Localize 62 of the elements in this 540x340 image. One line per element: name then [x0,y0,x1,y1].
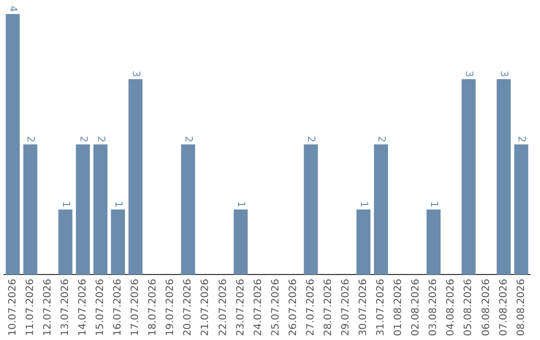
x-tick-label: 19.07.2026 [165,278,176,336]
x-tick-label: 07.08.2026 [498,278,510,336]
x-tick-label: 12.07.2026 [42,278,54,336]
x-tick-label: 14.07.2026 [77,278,88,336]
data-label: 3 [498,70,510,78]
bar [514,144,528,275]
x-tick-label: 24.07.2026 [252,278,264,336]
x-tick-label: 26.07.2026 [288,278,299,336]
x-tick-label: 20.07.2026 [182,278,194,336]
x-tick-label: 03.08.2026 [428,278,440,336]
x-tick-label: 06.08.2026 [480,278,492,336]
x-tick-label: 21.07.2026 [200,278,212,336]
bar [23,144,38,275]
bar [93,144,108,275]
bar [374,144,388,275]
x-tick-label: 22.07.2026 [218,278,229,336]
bar [496,79,511,275]
data-label: 2 [516,136,527,142]
data-label: 2 [182,136,194,142]
data-label: 3 [463,70,474,78]
bar [110,210,125,275]
data-label: 2 [77,136,88,142]
bar [304,144,318,275]
x-tick-label: 16.07.2026 [112,278,124,336]
data-label: 4 [7,6,18,12]
data-label: 1 [112,201,124,208]
x-tick-label: 25.07.2026 [270,278,282,336]
bar [58,210,72,275]
data-label: 2 [305,136,316,142]
x-tick-label: 11.07.2026 [24,278,36,336]
data-label: 2 [375,136,386,142]
x-tick-label: 01.08.2026 [393,278,404,336]
data-label: 1 [428,201,439,208]
data-label: 1 [60,201,71,208]
data-label: 1 [358,201,369,208]
bar [462,79,476,275]
data-label: 2 [94,136,106,142]
x-tick-label: 02.08.2026 [410,278,422,336]
data-label: 2 [24,136,36,142]
data-label: 1 [235,201,246,208]
x-tick-label: 27.07.2026 [305,278,316,336]
bar [356,210,370,275]
x-tick-label: 08.08.2026 [516,278,527,336]
x-tick-label: 04.08.2026 [446,278,457,336]
x-tick-label: 05.08.2026 [463,278,474,336]
bar [6,14,20,275]
bar [76,144,90,275]
bar [128,79,143,275]
bar [234,210,248,275]
bar [426,210,441,275]
x-tick-label: 29.07.2026 [340,278,352,336]
x-tick-label: 23.07.2026 [235,278,246,336]
x-tick-label: 17.07.2026 [130,278,142,336]
data-label: 3 [130,70,141,78]
x-tick-label: 31.07.2026 [376,278,387,336]
x-tick-label: 13.07.2026 [60,278,71,336]
x-tick-label: 18.07.2026 [148,278,159,336]
x-tick-label: 10.07.2026 [7,278,18,336]
x-tick-label: 15.07.2026 [95,278,106,336]
x-tick-label: 30.07.2026 [358,278,370,336]
x-tick-label: 28.07.2026 [322,278,334,336]
bar [181,144,196,275]
